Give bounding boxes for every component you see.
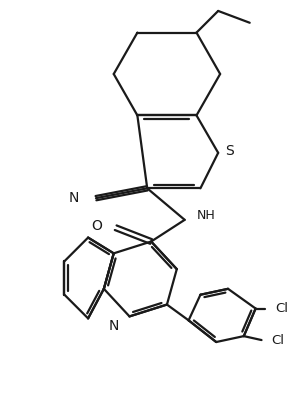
Text: S: S [225,144,234,158]
Text: O: O [91,219,102,233]
Text: Cl: Cl [271,334,284,347]
Text: N: N [109,319,119,333]
Text: Cl: Cl [275,302,288,315]
Text: N: N [69,191,79,205]
Text: NH: NH [197,209,215,222]
